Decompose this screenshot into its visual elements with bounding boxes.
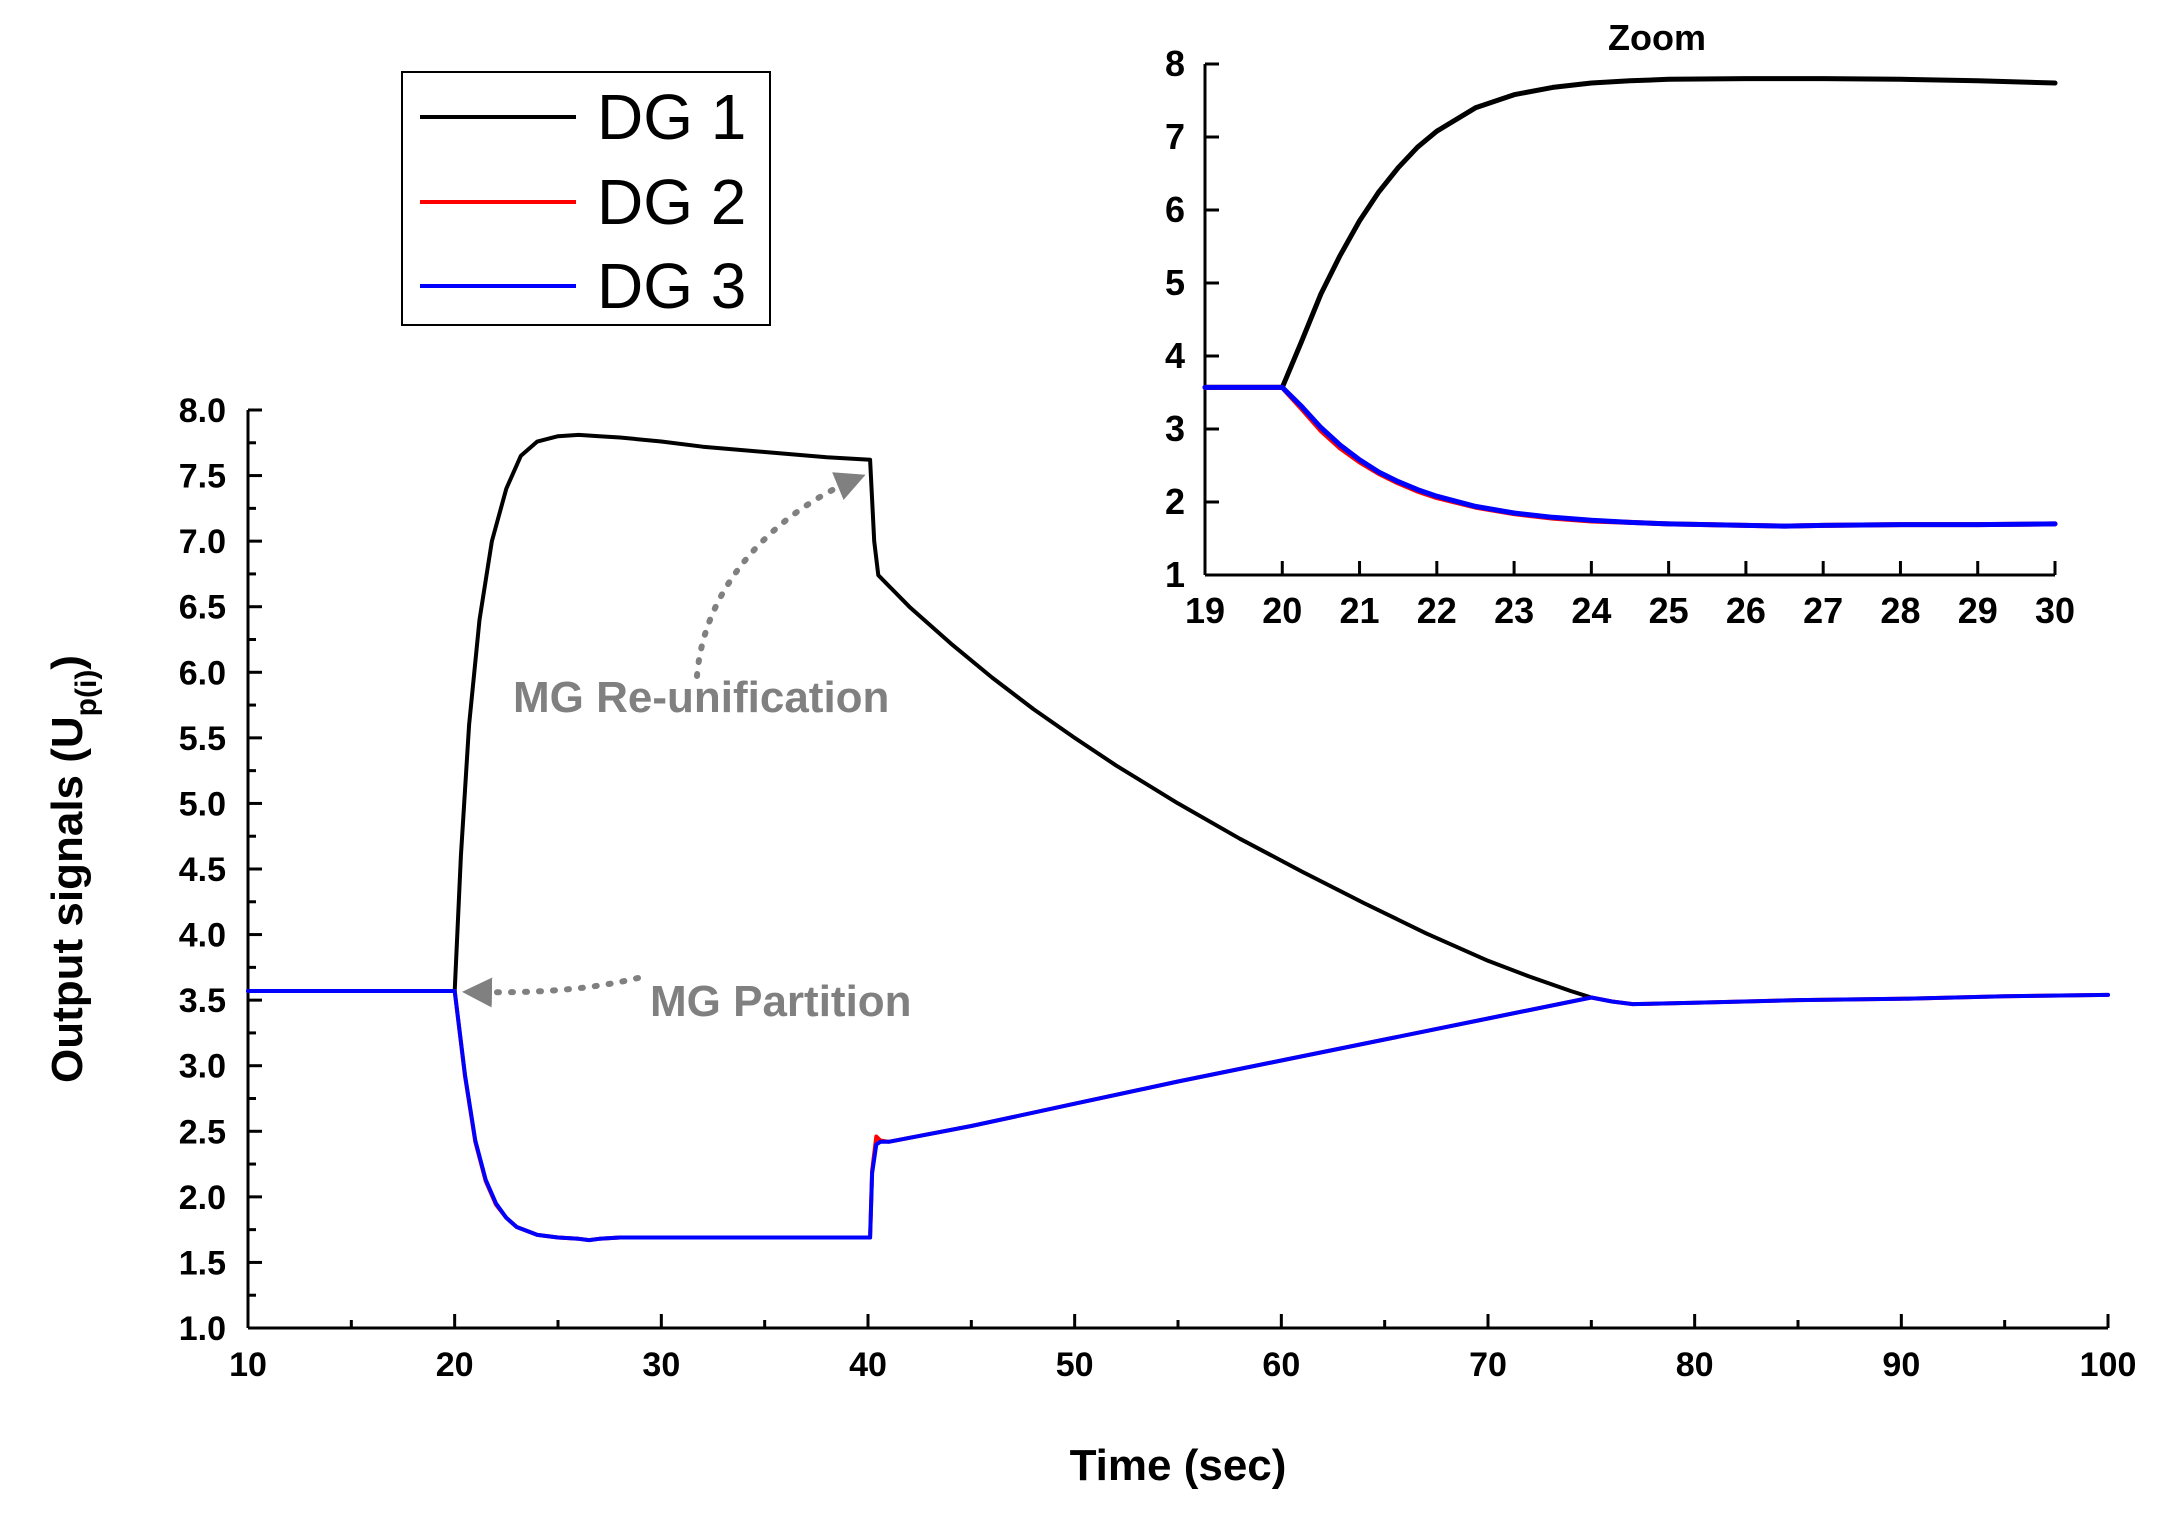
y-tick-label: 7.5 [179, 458, 226, 496]
main-x-axis-title: Time (sec) [1070, 1441, 1287, 1490]
series-line-dg3 [1202, 384, 2058, 529]
annotation-partition-label: MG Partition [650, 977, 912, 1026]
x-tick-label: 100 [2080, 1346, 2137, 1384]
main-x-ticks: 10 20 30 40 50 60 70 80 90 100 [229, 1314, 2136, 1384]
y-tick-label: 4.0 [179, 917, 226, 955]
series-line-dg2 [246, 989, 2110, 1243]
y-tick-label: 8.0 [179, 392, 226, 430]
y-tick-label: 3.0 [179, 1048, 226, 1086]
series-line-dg3 [246, 989, 2110, 1243]
y-tick-label: 6.5 [179, 589, 226, 627]
legend: DG 1 DG 2 DG 3 [401, 71, 771, 326]
series-line-dg1 [246, 432, 1594, 1000]
y-tick-label: 4.5 [179, 851, 226, 889]
main-plot: 10 20 30 40 50 60 70 80 90 100 1.0 1.5 2.0 2.5 3.0 3.5… [43, 392, 2136, 1490]
inset-title: Zoom [1608, 17, 1706, 58]
main-y-ticks: 1.0 1.5 2.0 2.5 3.0 3.5 4.0 4.5 5.0 5.5 6.0 6.5 7.0 7… [179, 392, 262, 1348]
annotation-reunification-arrow [694, 472, 866, 679]
x-tick-label: 30 [642, 1346, 680, 1384]
x-tick-label: 23 [1494, 590, 1534, 631]
y-axis-title-subscript: p(i) [70, 670, 103, 717]
x-tick-label: 24 [1571, 590, 1611, 631]
x-tick-label: 30 [2035, 590, 2075, 631]
y-tick-label: 1 [1165, 554, 1185, 595]
x-tick-label: 20 [436, 1346, 474, 1384]
y-axis-title-close: ) [43, 655, 92, 670]
annotation-partition-arrow [462, 975, 641, 1008]
main-y-axis-title: Output signals (Up(i)) [43, 655, 103, 1083]
y-tick-label: 5.0 [179, 785, 226, 823]
y-axis-title-main: Output signals (U [43, 716, 92, 1083]
legend-label-dg3: DG 3 [597, 250, 746, 322]
x-tick-label: 27 [1803, 590, 1843, 631]
inset-series [1202, 76, 2058, 529]
y-tick-label: 2 [1165, 481, 1185, 522]
x-tick-label: 21 [1340, 590, 1380, 631]
y-tick-label: 8 [1165, 43, 1185, 84]
x-tick-label: 25 [1649, 590, 1689, 631]
y-tick-label: 3.5 [179, 982, 226, 1020]
y-tick-label: 4 [1165, 335, 1185, 376]
x-tick-label: 50 [1056, 1346, 1094, 1384]
y-tick-label: 1.5 [179, 1244, 226, 1282]
y-tick-label: 6 [1165, 189, 1185, 230]
legend-label-dg1: DG 1 [597, 81, 746, 153]
y-tick-label: 2.0 [179, 1179, 226, 1217]
annotation-reunification: MG Re-unification [513, 472, 889, 722]
x-tick-label: 10 [229, 1346, 267, 1384]
inset-x-ticks: 19 20 21 22 23 24 25 26 27 28 29 30 [1185, 561, 2075, 631]
x-tick-label: 40 [849, 1346, 887, 1384]
y-tick-label: 7.0 [179, 523, 226, 561]
legend-label-dg2: DG 2 [597, 166, 746, 238]
x-tick-label: 19 [1185, 590, 1225, 631]
legend-box [401, 71, 771, 326]
x-tick-label: 28 [1880, 590, 1920, 631]
x-tick-label: 26 [1726, 590, 1766, 631]
x-tick-label: 22 [1417, 590, 1457, 631]
annotation-reunification-label: MG Re-unification [513, 673, 889, 722]
series-line-dg1 [1202, 76, 2058, 390]
y-tick-label: 7 [1165, 116, 1185, 157]
y-tick-label: 5 [1165, 262, 1185, 303]
y-tick-label: 6.0 [179, 654, 226, 692]
x-tick-label: 80 [1676, 1346, 1714, 1384]
x-tick-label: 20 [1262, 590, 1302, 631]
main-series [246, 432, 2110, 1243]
x-tick-label: 70 [1469, 1346, 1507, 1384]
inset-background [1205, 64, 2055, 575]
annotation-partition: MG Partition [462, 975, 912, 1026]
y-tick-label: 3 [1165, 408, 1185, 449]
x-tick-label: 90 [1882, 1346, 1920, 1384]
x-tick-label: 29 [1958, 590, 1998, 631]
x-tick-label: 60 [1262, 1346, 1300, 1384]
y-tick-label: 5.5 [179, 720, 226, 758]
inset-y-ticks: 1 2 3 4 5 6 7 8 [1165, 43, 1219, 595]
y-tick-label: 1.0 [179, 1310, 226, 1348]
y-tick-label: 2.5 [179, 1113, 226, 1151]
